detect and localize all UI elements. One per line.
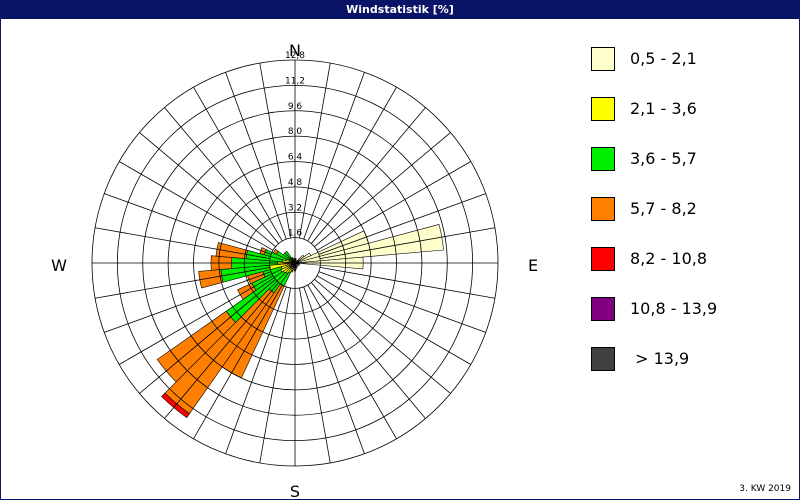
sector-280-bin-3 bbox=[215, 242, 248, 260]
grid-spoke-280 bbox=[95, 227, 271, 259]
grid-spoke-200 bbox=[225, 286, 287, 454]
grid-spoke-70 bbox=[318, 193, 486, 255]
radial-tick-label: 12,8 bbox=[285, 51, 305, 61]
grid-spoke-330 bbox=[193, 86, 283, 242]
compass-label-n: N bbox=[289, 41, 301, 60]
radial-tick-label: 1,6 bbox=[288, 229, 303, 239]
grid-spoke-250 bbox=[104, 271, 272, 333]
grid-spoke-210 bbox=[193, 284, 283, 440]
compass-label-w: W bbox=[51, 256, 67, 275]
legend-label: 8,2 - 10,8 bbox=[630, 249, 708, 268]
sector-300-bin-3 bbox=[273, 248, 279, 255]
grid-spoke-60 bbox=[316, 161, 472, 251]
sector-120-bin-0 bbox=[294, 262, 300, 267]
sector-80-bin-0 bbox=[294, 224, 444, 264]
legend-label: 3,6 - 5,7 bbox=[630, 149, 697, 168]
legend-item: 3,6 - 5,7 bbox=[591, 146, 791, 172]
grid-spoke-340 bbox=[225, 72, 287, 240]
legend-swatch bbox=[591, 47, 615, 71]
legend-swatch bbox=[591, 147, 615, 171]
legend-item: > 13,9 bbox=[591, 346, 791, 372]
grid-spoke-300 bbox=[118, 161, 274, 251]
footnote: 3. KW 2019 bbox=[739, 484, 791, 494]
grid-spoke-140 bbox=[311, 282, 426, 419]
grid-spoke-290 bbox=[104, 193, 272, 255]
radial-tick-label: 8,0 bbox=[288, 127, 303, 137]
radial-tick-label: 6,4 bbox=[288, 153, 303, 163]
grid-spoke-40 bbox=[311, 107, 426, 244]
grid-spoke-10 bbox=[299, 63, 331, 239]
grid-spoke-310 bbox=[139, 132, 276, 247]
legend-swatch bbox=[591, 347, 615, 371]
legend-label: 0,5 - 2,1 bbox=[630, 49, 697, 68]
grid-spoke-160 bbox=[303, 286, 365, 454]
grid-spoke-30 bbox=[307, 86, 397, 242]
sector-350-bin-1 bbox=[293, 257, 296, 261]
legend-label: 5,7 - 8,2 bbox=[630, 199, 697, 218]
legend-label: 10,8 - 13,9 bbox=[630, 299, 718, 318]
grid-spoke-100 bbox=[319, 267, 495, 299]
grid-spoke-80 bbox=[319, 227, 495, 259]
compass-labels: N S E W bbox=[51, 41, 538, 499]
grid-spoke-130 bbox=[314, 279, 451, 394]
grid-spoke-150 bbox=[307, 284, 397, 440]
grid-spoke-220 bbox=[164, 282, 279, 419]
window-title: Windstatistik [%] bbox=[1, 1, 799, 19]
legend-item: 10,8 - 13,9 bbox=[591, 296, 791, 322]
grid-spoke-230 bbox=[139, 279, 276, 394]
legend-swatch bbox=[591, 197, 615, 221]
grid-spoke-110 bbox=[318, 271, 486, 333]
legend-item: 0,5 - 2,1 bbox=[591, 46, 791, 72]
legend-item: 8,2 - 10,8 bbox=[591, 246, 791, 272]
grid-spoke-170 bbox=[299, 287, 331, 463]
grid-spoke-350 bbox=[259, 63, 291, 239]
radial-tick-label: 11,2 bbox=[285, 76, 305, 86]
grid-spoke-240 bbox=[118, 275, 274, 365]
legend-label: 2,1 - 3,6 bbox=[630, 99, 697, 118]
sector-260-bin-3 bbox=[198, 269, 224, 289]
radial-tick-label: 9,6 bbox=[288, 102, 303, 112]
legend-item: 2,1 - 3,6 bbox=[591, 96, 791, 122]
sector-330-bin-2 bbox=[290, 256, 294, 260]
grid-spoke-20 bbox=[303, 72, 365, 240]
legend-swatch bbox=[591, 97, 615, 121]
sector-150-bin-0 bbox=[294, 262, 299, 268]
radial-tick-labels: 1,6 3,2 4,8 6,4 8,0 9,6 11,2 12,8 bbox=[285, 51, 305, 239]
radial-tick-label: 4,8 bbox=[288, 178, 303, 188]
radial-tick-label: 3,2 bbox=[288, 203, 302, 213]
grid-spoke-50 bbox=[314, 132, 451, 247]
grid-spoke-320 bbox=[164, 107, 279, 244]
legend-item: 5,7 - 8,2 bbox=[591, 196, 791, 222]
legend-swatch bbox=[591, 247, 615, 271]
polar-grid bbox=[91, 59, 499, 467]
grid-spoke-120 bbox=[316, 275, 472, 365]
sector-320-bin-2 bbox=[284, 250, 292, 259]
legend-label: > 13,9 bbox=[630, 349, 690, 368]
compass-label-s: S bbox=[290, 482, 300, 499]
legend-swatch bbox=[591, 297, 615, 321]
grid-spoke-190 bbox=[259, 287, 291, 463]
grid-spoke-260 bbox=[95, 267, 271, 299]
compass-label-e: E bbox=[528, 256, 538, 275]
